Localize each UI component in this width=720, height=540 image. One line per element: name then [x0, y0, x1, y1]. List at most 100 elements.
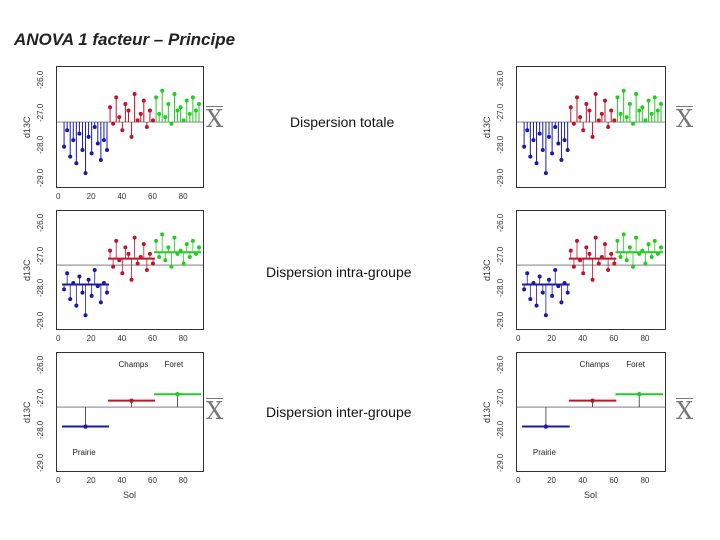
data-point-foret: [652, 95, 657, 100]
data-point-prairie: [77, 131, 82, 136]
data-point-champs: [603, 98, 607, 103]
data-point-prairie: [559, 157, 564, 162]
x-axis-label: Sol: [584, 490, 598, 500]
data-point-champs: [129, 277, 134, 282]
data-point-prairie: [89, 293, 94, 298]
data-point-champs: [599, 255, 604, 260]
data-point-foret: [193, 108, 198, 113]
x-tick-label: 40: [578, 476, 588, 485]
data-point-foret: [659, 245, 663, 250]
data-point-foret: [624, 115, 629, 120]
data-point-champs: [612, 118, 617, 123]
y-tick-label: -29.0: [496, 169, 505, 188]
data-point-foret: [172, 235, 177, 240]
plot-svg-total-left: [57, 88, 203, 176]
y-axis-label: d13C: [482, 401, 492, 423]
data-point-champs: [581, 128, 586, 133]
data-point-foret: [160, 232, 165, 237]
x-tick-label: 20: [86, 476, 96, 485]
data-point-foret: [197, 101, 201, 106]
x-tick-label: 80: [178, 192, 188, 201]
data-point-prairie: [105, 290, 109, 295]
data-point-prairie: [80, 290, 85, 295]
data-point-foret: [637, 108, 642, 113]
data-point-prairie: [543, 171, 548, 176]
data-point-prairie: [77, 274, 82, 279]
data-point-champs: [590, 277, 595, 282]
y-tick-label: -26.0: [496, 356, 505, 375]
data-point-foret: [190, 95, 195, 100]
data-point-champs: [117, 115, 122, 120]
data-point-prairie: [74, 161, 79, 166]
data-point-foret: [615, 238, 620, 243]
data-point-foret: [178, 248, 183, 253]
data-point-prairie: [562, 138, 567, 143]
data-point-prairie: [80, 148, 85, 153]
x-tick-label: 60: [609, 476, 619, 485]
plot-svg-inter-left: [57, 392, 203, 429]
y-tick-label: -26.0: [36, 356, 45, 375]
data-point-foret: [643, 118, 648, 123]
y-axis-label: d13C: [482, 259, 492, 281]
slide-title: ANOVA 1 facteur – Principe: [14, 30, 236, 49]
data-point-champs: [108, 248, 113, 253]
plot-svg-intra-left: [57, 232, 203, 318]
data-point-foret: [646, 98, 651, 103]
data-point-foret: [163, 115, 168, 120]
data-point-foret: [157, 255, 162, 260]
plot-intra-left: [56, 210, 204, 330]
data-point-foret: [187, 111, 192, 116]
data-point-champs: [606, 268, 611, 272]
data-point-prairie: [62, 287, 67, 292]
data-point-champs: [147, 108, 152, 113]
data-point-prairie: [525, 271, 530, 276]
x-tick-label: 40: [578, 334, 588, 343]
data-point-foret: [181, 118, 186, 123]
data-point-foret: [181, 261, 186, 266]
data-point-prairie: [101, 280, 106, 285]
data-point-champs: [612, 261, 617, 266]
data-point-foret: [197, 245, 201, 250]
data-point-prairie: [86, 134, 91, 139]
data-point-champs: [599, 111, 604, 116]
data-point-champs: [596, 118, 601, 123]
x-tick-label: 80: [178, 334, 188, 343]
data-point-prairie: [522, 144, 527, 149]
data-point-prairie: [547, 277, 551, 282]
data-point-prairie: [71, 138, 76, 143]
data-point-foret: [184, 98, 189, 103]
data-point-champs: [144, 268, 149, 272]
data-point-champs: [108, 105, 113, 110]
data-point-champs: [603, 242, 607, 247]
data-point-foret: [172, 92, 177, 97]
y-tick-label: -27.0: [36, 388, 45, 407]
group-mean-point-foret: [637, 392, 642, 397]
data-point-champs: [117, 258, 122, 263]
plot-svg-inter-right: [517, 392, 665, 429]
data-point-foret: [646, 242, 651, 247]
y-tick-label: -29.0: [36, 453, 45, 472]
data-point-champs: [120, 128, 125, 133]
y-tick-label: -28.0: [36, 278, 45, 298]
y-tick-label: -27.0: [36, 103, 45, 122]
x-tick-label: 60: [609, 334, 619, 343]
y-tick-label: -29.0: [36, 169, 45, 188]
y-axis-label: d13C: [22, 401, 32, 423]
data-point-champs: [578, 258, 583, 263]
data-point-prairie: [105, 148, 109, 153]
data-point-champs: [126, 108, 131, 113]
data-point-champs: [111, 264, 116, 269]
y-tick-label: -26.0: [496, 214, 505, 233]
data-point-champs: [138, 255, 143, 260]
data-point-champs: [141, 98, 146, 103]
data-point-foret: [615, 95, 620, 100]
data-point-prairie: [98, 157, 103, 162]
caption-dispersion-totale: Dispersion totale: [290, 114, 395, 130]
data-point-foret: [169, 264, 174, 269]
data-point-champs: [138, 111, 143, 116]
data-point-champs: [141, 242, 146, 247]
data-point-champs: [114, 238, 119, 243]
grand-mean-symbol-right-top: X: [676, 105, 694, 133]
x-tick-label: 60: [148, 192, 157, 201]
data-point-champs: [575, 238, 579, 243]
